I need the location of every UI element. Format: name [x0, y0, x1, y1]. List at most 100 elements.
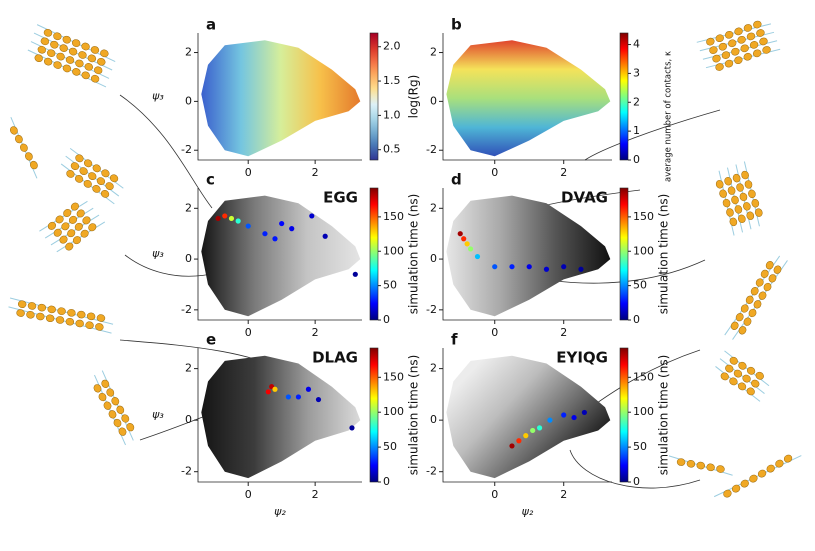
molecule: [713, 454, 802, 498]
y-axis-label: ψ₃: [152, 90, 164, 103]
panel-title: EYIQG: [556, 349, 608, 367]
molecule: [715, 350, 770, 402]
trajectory-point: [309, 213, 315, 219]
trajectory-point: [461, 236, 467, 242]
colorbar-tick-label: 4: [633, 38, 640, 51]
trajectory-point: [272, 236, 278, 242]
density-cloud: [201, 355, 361, 479]
y-tick-label: -2: [426, 143, 437, 156]
y-tick-label: -2: [181, 465, 192, 478]
x-tick-label: 0: [245, 488, 252, 501]
trajectory-point: [289, 226, 295, 232]
trajectory-point: [509, 264, 515, 270]
y-tick-label: 2: [185, 46, 192, 59]
density-cloud: [446, 40, 611, 157]
trajectory-point: [215, 215, 221, 222]
x-tick-label: 2: [312, 166, 319, 179]
trajectory-point: [245, 223, 251, 229]
y-tick-label: 0: [185, 413, 192, 426]
x-tick-label: 0: [245, 166, 252, 179]
density-cloud: [201, 40, 361, 157]
molecule: [724, 255, 788, 340]
trajectory-point: [285, 394, 291, 400]
trajectory-point: [322, 233, 328, 239]
y-tick-label: 2: [185, 362, 192, 375]
trajectory-point: [305, 386, 312, 392]
trajectory-point: [523, 433, 529, 439]
trajectory-point: [272, 386, 278, 392]
colorbar-tick-label: 3: [633, 66, 640, 79]
molecule: [27, 24, 116, 88]
y-tick-label: 2: [430, 201, 437, 214]
axis-line: [442, 348, 612, 483]
y-tick-label: -2: [181, 143, 192, 156]
trajectory-point: [222, 213, 228, 219]
colorbar-tick-label: 50: [383, 440, 397, 453]
colorbar: [369, 32, 379, 161]
y-tick-label: 2: [430, 46, 437, 59]
x-tick-label: 2: [312, 326, 319, 339]
panel-label: b: [451, 16, 462, 34]
x-axis-label: ψ₂: [522, 505, 534, 518]
trajectory-point: [516, 438, 522, 444]
molecule: [93, 370, 135, 446]
arrow: [584, 109, 721, 161]
trajectory-point: [509, 443, 515, 449]
panel-label: d: [451, 171, 462, 189]
colorbar-tick-label: 0.5: [383, 143, 401, 156]
colorbar-tick-label: 50: [383, 279, 397, 292]
colorbar-tick-label: 0: [633, 313, 640, 326]
x-tick-label: 0: [491, 166, 498, 179]
colorbar-tick-label: 1.5: [383, 74, 401, 87]
colorbar-tick-label: 150: [383, 210, 404, 223]
trajectory-point: [457, 231, 463, 237]
trajectory-point: [492, 264, 498, 270]
arrow: [569, 449, 701, 489]
colorbar-tick-label: 150: [383, 370, 404, 383]
molecule-illustrations: [8, 20, 802, 498]
trajectory-point: [315, 396, 322, 403]
molecule: [39, 200, 106, 253]
colorbar-tick-label: 50: [633, 440, 647, 453]
trajectory-point: [235, 218, 241, 224]
y-tick-label: 0: [185, 252, 192, 265]
trajectory-point: [526, 264, 532, 270]
x-tick-label: 0: [491, 488, 498, 501]
molecule: [60, 147, 124, 205]
trajectory-point: [530, 427, 536, 434]
panel-label: a: [206, 16, 216, 34]
axis-line: [442, 188, 612, 321]
y-tick-label: 2: [430, 362, 437, 375]
panel-title: EGG: [323, 189, 358, 207]
y-tick-label: -2: [181, 303, 192, 316]
trajectory-point: [561, 412, 567, 418]
axis-line: [442, 33, 612, 161]
panel-label: f: [451, 331, 458, 349]
trajectory-point: [571, 414, 577, 421]
y-tick-label: 0: [430, 413, 437, 426]
trajectory-point: [352, 271, 358, 277]
colorbar: [619, 32, 629, 161]
density-cloud: [201, 195, 361, 317]
x-tick-label: 2: [312, 488, 319, 501]
arrow: [119, 94, 213, 209]
molecule: [8, 297, 114, 334]
colorbar-tick-label: 50: [633, 279, 647, 292]
molecule: [10, 116, 38, 179]
trajectory-point: [349, 425, 355, 431]
trajectory-point: [262, 231, 268, 237]
panel-title: DLAG: [312, 349, 358, 367]
colorbar-tick-label: 100: [633, 244, 654, 257]
colorbar: [369, 347, 379, 483]
colorbar-label: log(Rg): [407, 75, 421, 119]
trajectory-point: [464, 241, 470, 247]
colorbar-label: simulation time (ns): [407, 194, 421, 315]
trajectory-point: [578, 266, 584, 272]
colorbar-tick-label: 1: [633, 124, 640, 137]
trajectory-point: [279, 220, 285, 227]
colorbar-tick-label: 0: [633, 475, 640, 488]
colorbar: [369, 187, 379, 321]
molecule: [668, 455, 733, 476]
x-tick-label: 2: [560, 166, 567, 179]
x-axis-label: ψ₂: [274, 505, 286, 518]
